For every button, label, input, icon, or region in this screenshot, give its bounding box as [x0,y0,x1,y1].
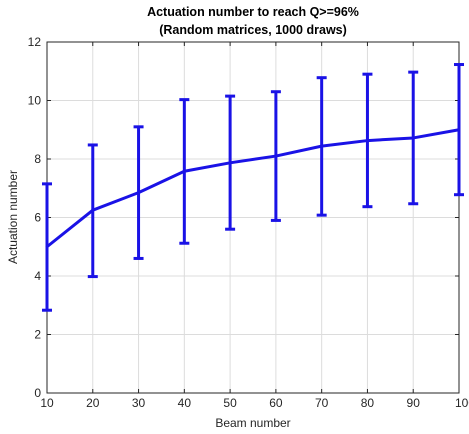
x-tick-label: 20 [86,396,100,410]
x-tick-label: 50 [223,396,237,410]
y-tick-label: 0 [34,386,41,400]
x-tick-label: 80 [361,396,375,410]
chart-title-line-2: (Random matrices, 1000 draws) [159,23,347,37]
y-tick-label: 4 [34,269,41,283]
axis-ticks [46,41,460,394]
x-tick-label: 40 [178,396,192,410]
y-tick-label: 10 [28,94,42,108]
x-tick-label: 10 [40,396,54,410]
x-tick-label: 60 [269,396,283,410]
y-tick-label: 8 [34,152,41,166]
error-bars [42,63,464,312]
grid-lines [46,41,460,394]
x-axis-label: Beam number [215,416,290,430]
y-tick-label: 12 [28,35,42,49]
x-tick-label: 100 [455,396,469,410]
y-axis-label: Actuation number [6,170,20,264]
y-tick-label: 6 [34,211,41,225]
x-tick-label: 90 [407,396,421,410]
chart-title-line-1: Actuation number to reach Q>=96% [147,5,359,19]
series-line [45,128,461,249]
y-tick-label: 2 [34,328,41,342]
x-tick-label: 70 [315,396,329,410]
x-tick-label: 30 [132,396,146,410]
